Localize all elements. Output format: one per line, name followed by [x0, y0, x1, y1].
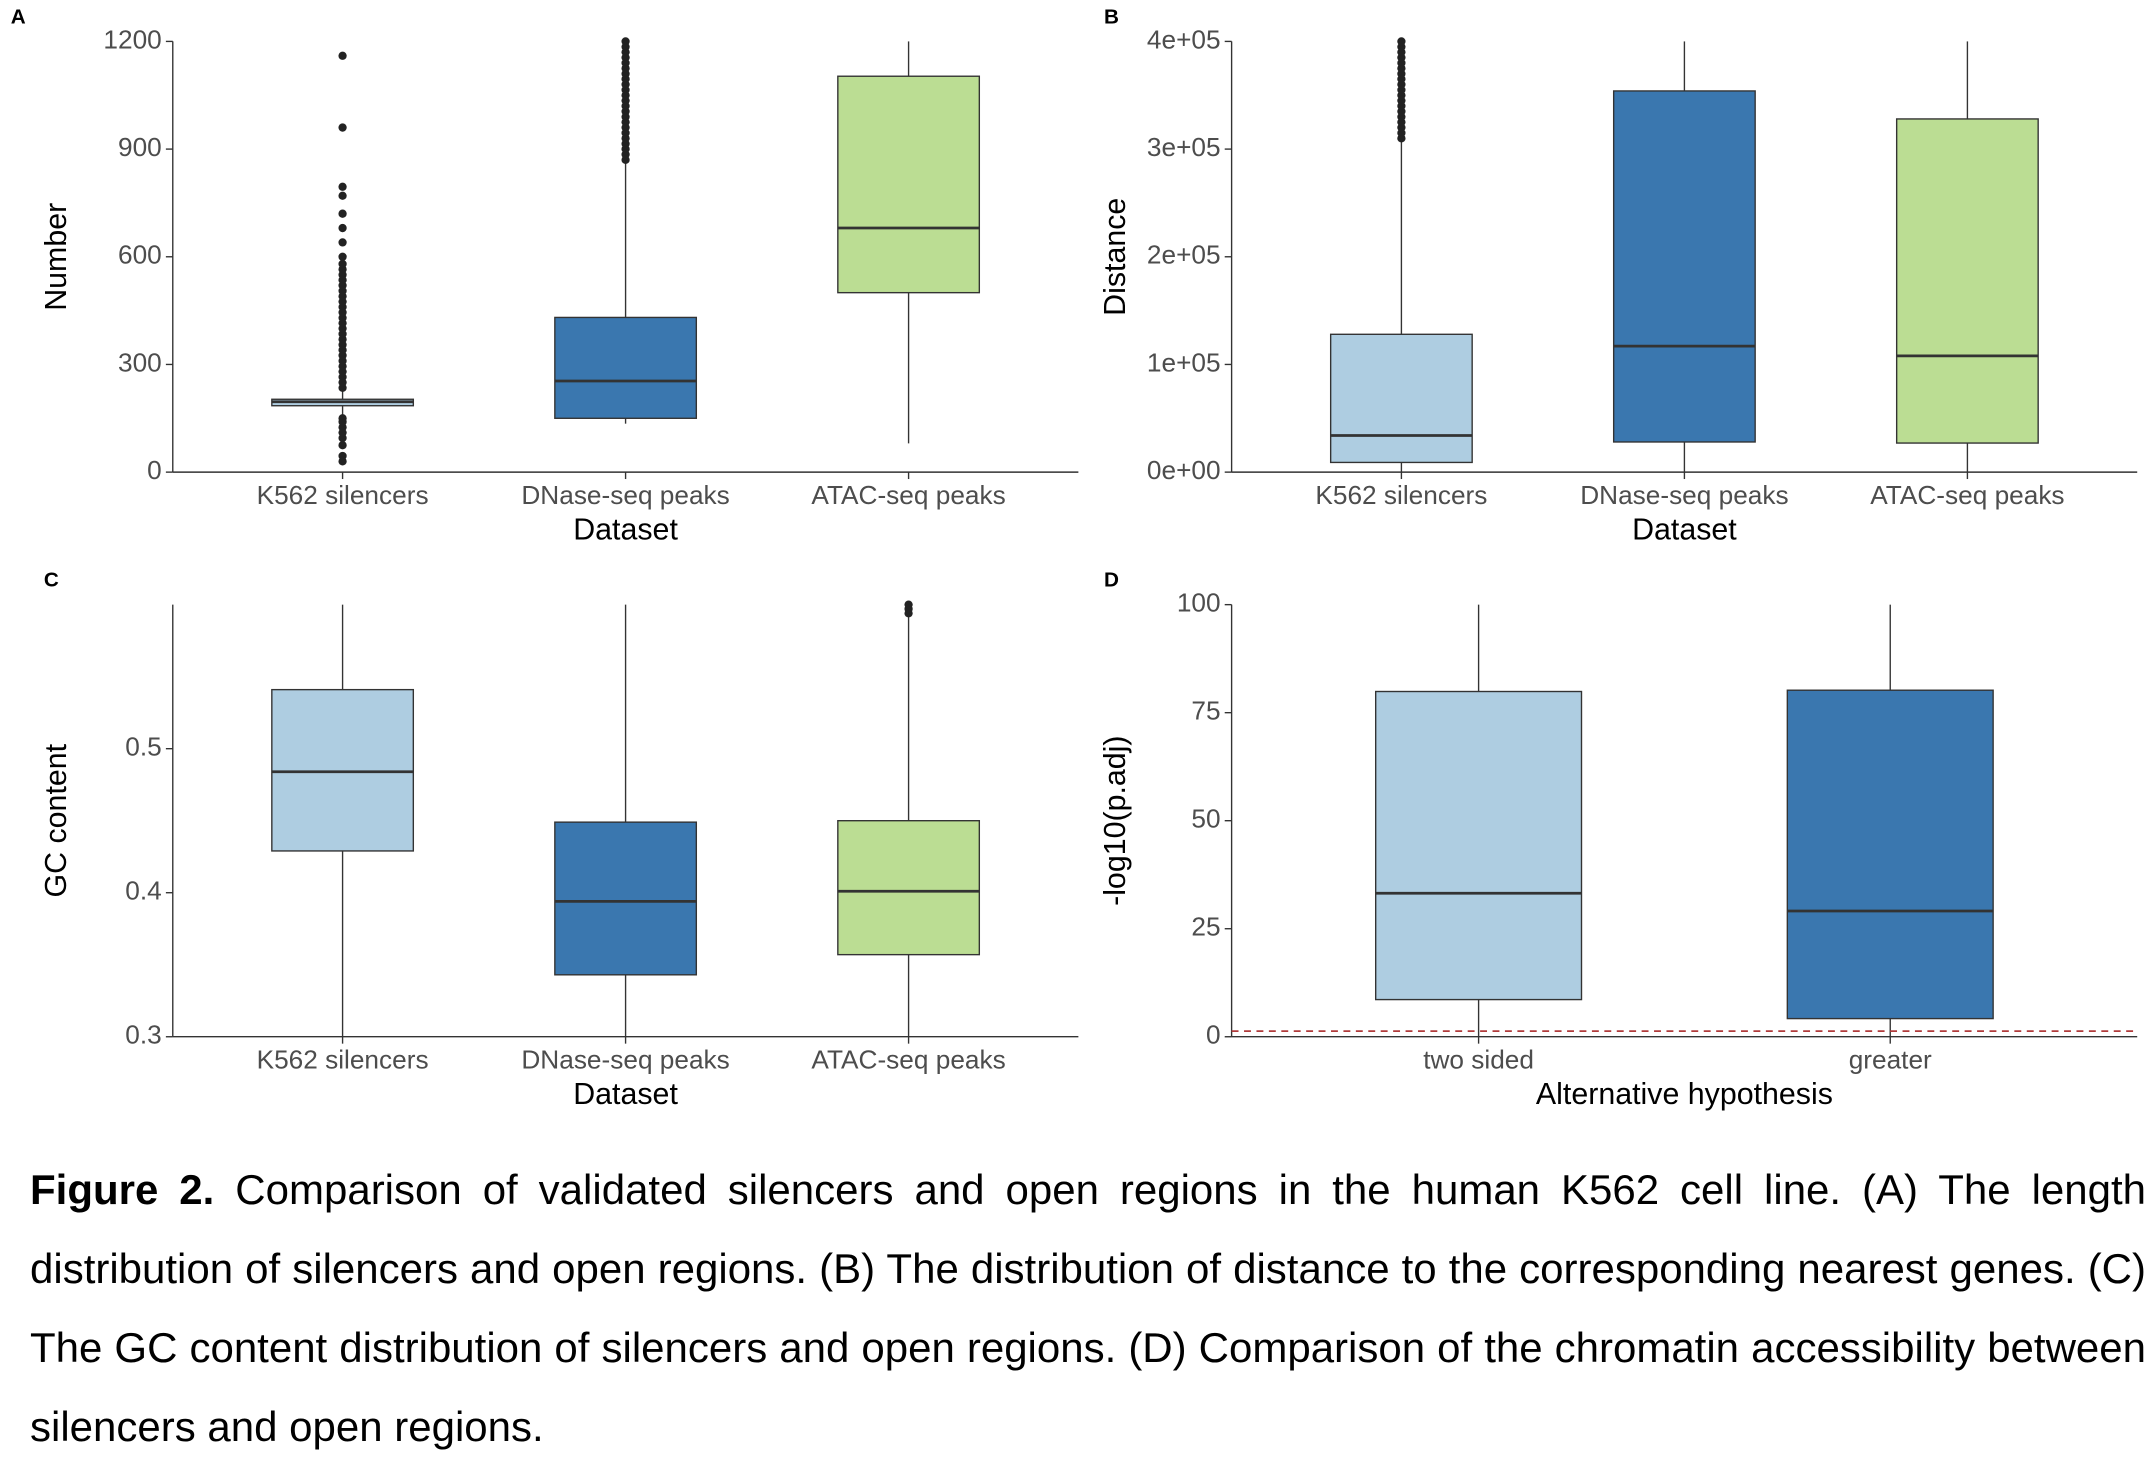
- outlier: [338, 259, 347, 269]
- outlier: [338, 123, 347, 132]
- box: [1786, 689, 1994, 1020]
- panel-label: B: [1104, 5, 1119, 28]
- y-tick-label: 0.4: [125, 876, 161, 906]
- outlier: [621, 37, 630, 46]
- outlier: [904, 600, 913, 609]
- x-tick-label: DNase-seq peaks: [521, 480, 729, 510]
- outlier: [338, 414, 347, 423]
- x-tick-label: ATAC-seq peaks: [811, 480, 1005, 510]
- panel-label: D: [1104, 569, 1119, 592]
- y-axis-title: Number: [40, 203, 73, 311]
- y-tick-label: 0e+00: [1147, 455, 1221, 485]
- x-tick-label: greater: [1849, 1045, 1932, 1075]
- caption: Figure 2. Comparison of validated silenc…: [30, 1150, 2146, 1466]
- y-tick-label: 0.3: [125, 1020, 161, 1050]
- box: [837, 820, 981, 956]
- y-axis-title: GC content: [40, 743, 73, 897]
- outlier: [1397, 37, 1406, 46]
- y-tick-label: 3e+05: [1147, 132, 1221, 162]
- box: [1895, 118, 2039, 444]
- outlier: [338, 238, 347, 247]
- panel-label: A: [11, 5, 26, 28]
- y-tick-label: 75: [1191, 696, 1220, 726]
- outlier: [338, 51, 347, 60]
- panel-label: C: [44, 569, 59, 592]
- y-tick-label: 0: [147, 455, 162, 485]
- x-tick-label: two sided: [1423, 1045, 1534, 1075]
- x-axis-title: Dataset: [573, 1078, 678, 1111]
- caption-text: Comparison of validated silencers and op…: [30, 1166, 2146, 1450]
- x-tick-label: ATAC-seq peaks: [811, 1045, 1005, 1075]
- box: [554, 821, 698, 976]
- y-tick-label: 1e+05: [1147, 347, 1221, 377]
- box: [1374, 690, 1583, 1001]
- y-tick-label: 100: [1177, 588, 1221, 618]
- y-axis-title: Distance: [1099, 198, 1132, 316]
- outlier: [338, 223, 347, 233]
- x-tick-label: ATAC-seq peaks: [1870, 480, 2064, 510]
- outlier: [338, 252, 347, 261]
- x-tick-label: DNase-seq peaks: [1580, 480, 1788, 510]
- x-axis-title: Alternative hypothesis: [1536, 1078, 1833, 1111]
- y-axis-title: -log10(p.adj): [1099, 735, 1132, 905]
- box: [1329, 333, 1473, 464]
- box: [837, 75, 981, 294]
- box: [271, 688, 415, 852]
- box: [554, 316, 698, 419]
- y-tick-label: 0: [1206, 1020, 1221, 1050]
- y-tick-label: 2e+05: [1147, 240, 1221, 270]
- outlier: [338, 182, 347, 191]
- y-tick-label: 600: [118, 240, 162, 270]
- x-tick-label: K562 silencers: [257, 1045, 429, 1075]
- outlier: [338, 191, 347, 200]
- caption-label: Figure 2.: [30, 1166, 215, 1213]
- y-tick-label: 900: [118, 132, 162, 162]
- y-tick-label: 0.5: [125, 732, 161, 762]
- outlier: [338, 209, 347, 218]
- y-tick-label: 4e+05: [1147, 24, 1221, 54]
- outlier: [338, 441, 347, 450]
- x-tick-label: K562 silencers: [1315, 480, 1487, 510]
- x-tick-label: DNase-seq peaks: [521, 1045, 729, 1075]
- y-tick-label: 300: [118, 347, 162, 377]
- x-axis-title: Dataset: [1632, 514, 1737, 547]
- y-tick-label: 1200: [103, 24, 161, 54]
- figure: A 0 300 600 900 1200 Number Dataset K562 silence…: [11, 5, 2138, 1111]
- x-axis-title: Dataset: [573, 514, 678, 547]
- y-tick-label: 25: [1191, 912, 1220, 942]
- box: [1612, 90, 1756, 443]
- outlier: [338, 451, 347, 461]
- y-tick-label: 50: [1191, 804, 1220, 834]
- x-tick-label: K562 silencers: [257, 480, 429, 510]
